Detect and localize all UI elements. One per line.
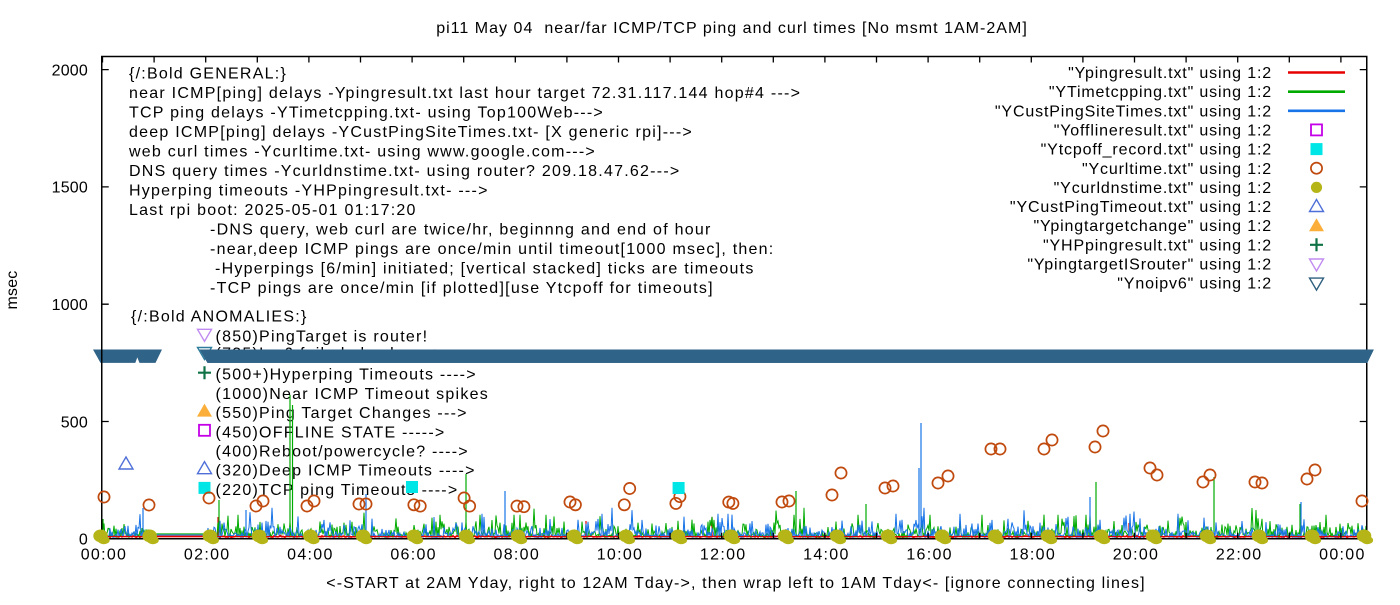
svg-text:1000: 1000 bbox=[52, 297, 88, 314]
svg-text:"Ycurldnstime.txt" using 1:2: "Ycurldnstime.txt" using 1:2 bbox=[1054, 180, 1272, 197]
svg-text:18:00: 18:00 bbox=[1010, 547, 1057, 564]
svg-text:{/:Bold GENERAL:}: {/:Bold GENERAL:} bbox=[129, 66, 287, 83]
svg-text:<-START at 2AM Yday, right to: <-START at 2AM Yday, right to 12AM Tday-… bbox=[326, 575, 1145, 592]
svg-text:(1000)Near ICMP Timeout spikes: (1000)Near ICMP Timeout spikes bbox=[216, 386, 489, 403]
svg-text:1500: 1500 bbox=[52, 180, 88, 197]
svg-text:06:00: 06:00 bbox=[390, 547, 437, 564]
svg-text:(400)Reboot/powercycle? ---->: (400)Reboot/powercycle? ----> bbox=[216, 444, 469, 461]
svg-text:"Ypingtargetchange" using 1:2: "Ypingtargetchange" using 1:2 bbox=[1033, 218, 1272, 235]
svg-text:"YpingtargetISrouter" using 1:: "YpingtargetISrouter" using 1:2 bbox=[1027, 257, 1272, 274]
svg-text:16:00: 16:00 bbox=[906, 547, 953, 564]
svg-text:00:00: 00:00 bbox=[1319, 547, 1366, 564]
svg-text:14:00: 14:00 bbox=[803, 547, 850, 564]
svg-text:"YCustPingTimeout.txt" using 1: "YCustPingTimeout.txt" using 1:2 bbox=[1010, 199, 1272, 216]
svg-text:0: 0 bbox=[79, 532, 88, 549]
svg-text:(550)Ping Target Changes --->: (550)Ping Target Changes ---> bbox=[216, 405, 468, 422]
svg-text:-Hyperpings [6/min] initiated;: -Hyperpings [6/min] initiated; [vertical… bbox=[215, 261, 755, 278]
svg-text:00:00: 00:00 bbox=[81, 547, 128, 564]
svg-text:DNS query times -Ycurldnstime.: DNS query times -Ycurldnstime.txt- using… bbox=[129, 163, 680, 180]
svg-text:"YTimetcpping.txt" using 1:2: "YTimetcpping.txt" using 1:2 bbox=[1049, 84, 1272, 101]
svg-text:22:00: 22:00 bbox=[1216, 547, 1263, 564]
svg-text:"Ypingresult.txt" using 1:2: "Ypingresult.txt" using 1:2 bbox=[1068, 65, 1272, 82]
svg-text:-DNS query, web curl are twice: -DNS query, web curl are twice/hr, begin… bbox=[210, 222, 712, 239]
svg-text:(220)TCP ping Timeouts ---->: (220)TCP ping Timeouts ----> bbox=[216, 482, 459, 499]
svg-text:"Ynoipv6" using 1:2: "Ynoipv6" using 1:2 bbox=[1117, 276, 1272, 293]
svg-text:"Ycurltime.txt" using 1:2: "Ycurltime.txt" using 1:2 bbox=[1082, 161, 1272, 178]
svg-text:"Yofflineresult.txt" using 1:2: "Yofflineresult.txt" using 1:2 bbox=[1054, 122, 1272, 139]
svg-text:-near,deep ICMP pings are once: -near,deep ICMP pings are once/min until… bbox=[210, 241, 774, 258]
svg-text:(450)OFFLINE STATE ----->: (450)OFFLINE STATE -----> bbox=[216, 424, 446, 441]
svg-text:Last rpi boot: 2025-05-01 01:1: Last rpi boot: 2025-05-01 01:17:20 bbox=[129, 202, 417, 219]
svg-text:TCP ping delays -YTimetcpping.: TCP ping delays -YTimetcpping.txt- using… bbox=[129, 105, 604, 122]
svg-text:"YHPpingresult.txt" using 1:2: "YHPpingresult.txt" using 1:2 bbox=[1043, 237, 1272, 254]
svg-text:near ICMP[ping] delays -Ypingr: near ICMP[ping] delays -Ypingresult.txt … bbox=[129, 85, 801, 102]
svg-text:(500+)Hyperping Timeouts ---->: (500+)Hyperping Timeouts ----> bbox=[216, 367, 477, 384]
svg-text:Hyperping timeouts -YHPpingres: Hyperping timeouts -YHPpingresult.txt- -… bbox=[129, 183, 489, 200]
svg-text:(320)Deep ICMP Timeouts ---->: (320)Deep ICMP Timeouts ----> bbox=[216, 463, 476, 480]
svg-text:deep ICMP[ping] delays -YCustP: deep ICMP[ping] delays -YCustPingSiteTim… bbox=[129, 124, 693, 141]
svg-text:(850)PingTarget is router!: (850)PingTarget is router! bbox=[216, 328, 429, 345]
svg-text:20:00: 20:00 bbox=[1113, 547, 1160, 564]
svg-text:"YCustPingSiteTimes.txt" using: "YCustPingSiteTimes.txt" using 1:2 bbox=[995, 103, 1272, 120]
svg-text:2000: 2000 bbox=[52, 62, 88, 79]
svg-text:"Ytcpoff_record.txt" using 1:2: "Ytcpoff_record.txt" using 1:2 bbox=[1041, 142, 1272, 159]
svg-text:10:00: 10:00 bbox=[597, 547, 644, 564]
svg-text:04:00: 04:00 bbox=[287, 547, 334, 564]
svg-text:msec: msec bbox=[4, 270, 21, 309]
svg-text:02:00: 02:00 bbox=[184, 547, 231, 564]
svg-text:-TCP pings are once/min [if pl: -TCP pings are once/min [if plotted][use… bbox=[210, 280, 714, 297]
svg-text:500: 500 bbox=[61, 414, 88, 431]
svg-text:pi11 May 04 near/far ICMP/TCP: pi11 May 04 near/far ICMP/TCP ping and c… bbox=[436, 20, 1028, 37]
svg-text:web curl times -Ycurltime.txt-: web curl times -Ycurltime.txt- using www… bbox=[128, 144, 596, 161]
svg-text:12:00: 12:00 bbox=[700, 547, 747, 564]
svg-text:{/:Bold ANOMALIES:}: {/:Bold ANOMALIES:} bbox=[131, 309, 308, 326]
svg-text:08:00: 08:00 bbox=[494, 547, 541, 564]
